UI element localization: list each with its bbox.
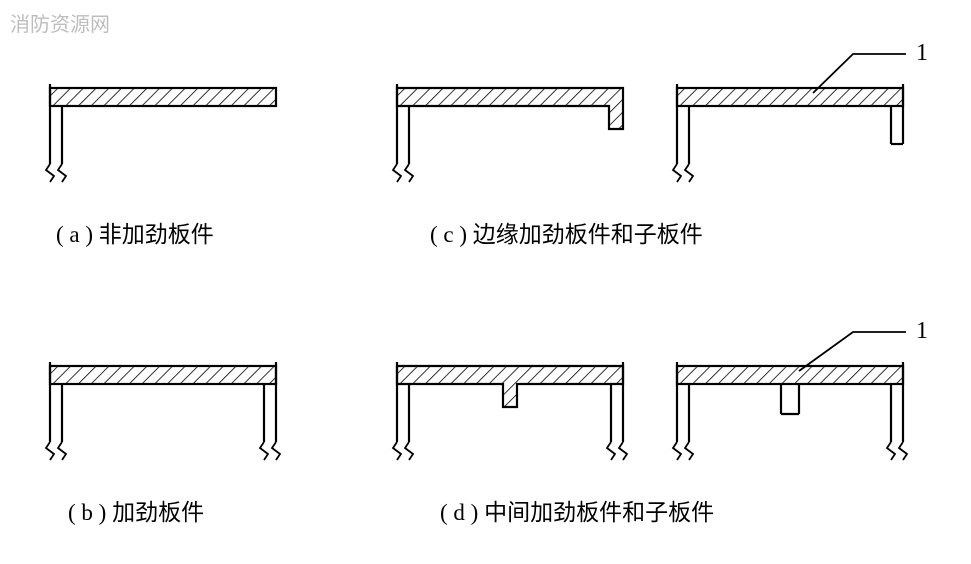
caption-b: ( b ) 加劲板件 [68,493,204,527]
watermark-text: 消防资源网 [10,8,110,37]
callout-label-d: 1 [916,318,928,345]
caption-d: ( d ) 中间加劲板件和子板件 [440,493,714,527]
caption-c: ( c ) 边缘加劲板件和子板件 [430,215,703,249]
caption-a: ( a ) 非加劲板件 [56,215,214,249]
diagram-a [36,84,296,194]
diagram-d [383,318,943,472]
diagram-c [383,40,943,194]
callout-label-c: 1 [916,40,928,67]
diagram-b [36,362,296,472]
